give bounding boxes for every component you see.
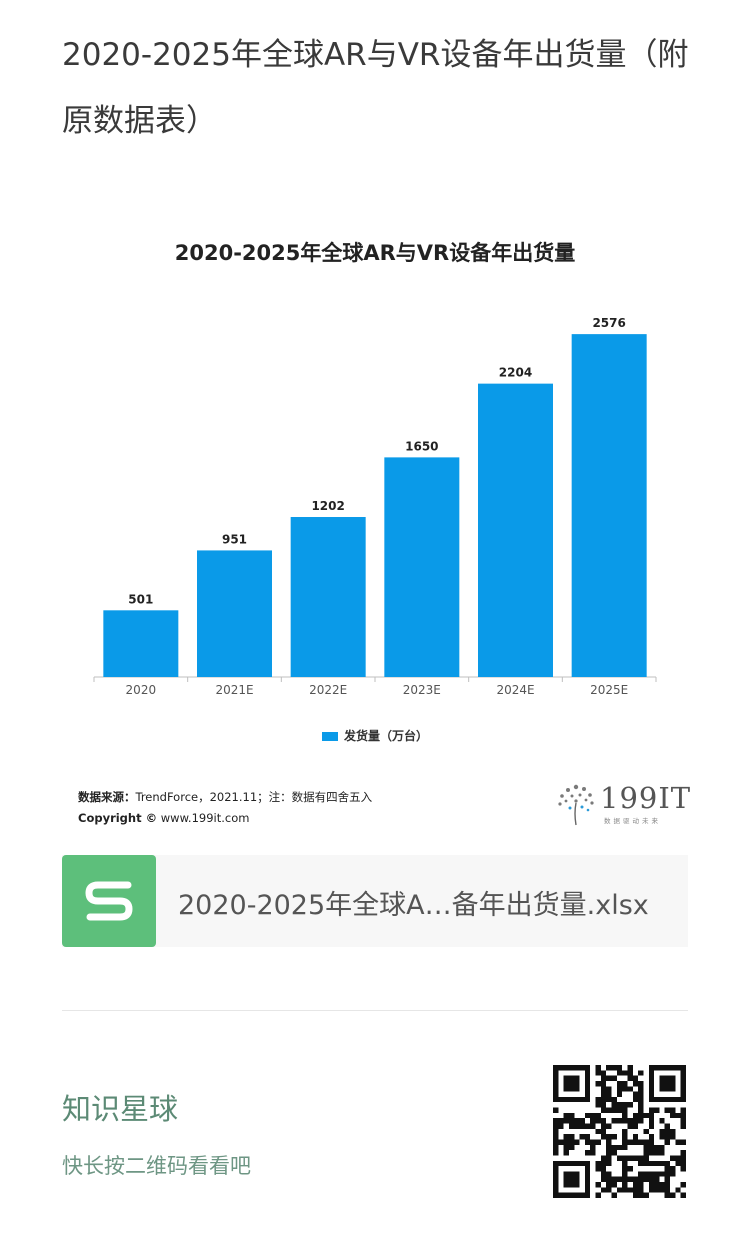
data-label: 951 (222, 532, 247, 546)
x-tick-label: 2025E (590, 683, 628, 697)
legend-swatch (321, 732, 338, 741)
source-block: 数据来源：TrendForce，2021.11；注：数据有四舍五入 Copyri… (78, 787, 372, 829)
bar (478, 383, 553, 677)
data-label: 1650 (405, 439, 438, 453)
x-tick-label: 2020 (126, 683, 157, 697)
attachment-file-name[interactable]: 2020-2025年全球A…备年出货量.xlsx (178, 890, 649, 921)
x-tick-label: 2022E (309, 683, 347, 697)
data-label: 2204 (499, 366, 532, 380)
x-tick-label: 2023E (403, 683, 441, 697)
page-title: 2020-2025年全球AR与VR设备年出货量（附原数据表） (62, 37, 689, 139)
bar (197, 550, 272, 677)
spreadsheet-icon (62, 855, 156, 947)
copyright-text: www.199it.com (160, 811, 250, 825)
data-label: 501 (128, 592, 153, 606)
promo-title: 知识星球 (62, 1092, 179, 1126)
legend-label: 发货量（万台） (343, 729, 428, 743)
source-text: TrendForce，2021.11；注：数据有四舍五入 (135, 790, 373, 804)
promo-subtitle: 快长按二维码看看吧 (62, 1154, 251, 1178)
source-label: 数据来源： (78, 790, 136, 804)
divider (62, 1010, 688, 1011)
bar-chart: 501 2020 951 2021E 1202 2022E 1650 2023E 2204 202… (93, 316, 657, 697)
chart-image[interactable]: 2020-2025年全球AR与VR设备年出货量 501 2020 951 2021E 1… (62, 215, 690, 845)
x-tick-label: 2024E (496, 683, 534, 697)
bar (103, 610, 179, 677)
logo-199it: 199IT 数据驱动未来 (554, 781, 690, 831)
dandelion-icon (558, 784, 594, 826)
attachment-card[interactable]: 2020-2025年全球A…备年出货量.xlsx (62, 855, 688, 947)
x-tick-label: 2021E (215, 683, 253, 697)
copyright-label: Copyright © (78, 811, 158, 825)
data-label: 1202 (311, 499, 344, 513)
logo-tagline: 数据驱动未来 (604, 817, 661, 825)
bar (571, 334, 647, 677)
logo-text: 199IT (600, 781, 692, 815)
chart-legend: 发货量（万台） (62, 727, 688, 744)
qr-code-icon[interactable] (553, 1065, 686, 1198)
bar (384, 457, 460, 677)
chart-title: 2020-2025年全球AR与VR设备年出货量 (174, 241, 576, 265)
bar (290, 517, 366, 677)
data-label: 2576 (592, 316, 625, 330)
